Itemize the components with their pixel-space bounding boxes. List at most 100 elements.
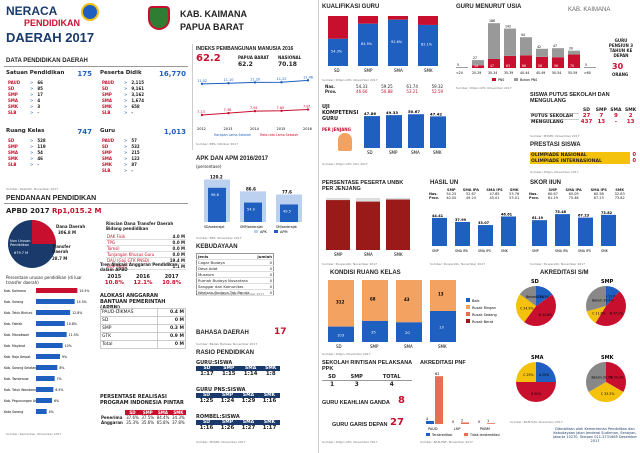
usia-value-pns: 63 — [506, 64, 510, 68]
data-pend-title: DATA PENDIDIKAN DAERAH — [6, 58, 88, 64]
rasio-pns-title: GURU PNS:SISWA — [196, 387, 246, 393]
alokasi-label: SD — [100, 316, 158, 325]
satuan-row-value: 17 — [37, 92, 43, 97]
peserta-row-label: SMP — [102, 92, 112, 97]
hasil-value: 37.99 — [455, 218, 467, 222]
real-col: SMA — [155, 410, 171, 415]
guru-row: PAUD >57 — [100, 138, 142, 144]
arrow: > — [124, 138, 128, 143]
usia-legend-non: Bukan PNS — [520, 78, 537, 82]
rasio-col: SMP — [217, 393, 238, 398]
rincian-row: Tunjangan Khusus Guru 0.0 M — [106, 251, 186, 258]
apk-value: 86.6 — [246, 186, 256, 191]
rasio-col: SMA — [239, 366, 262, 371]
kebud-label: Desa Adat — [196, 265, 255, 272]
unbk-bar — [386, 199, 410, 250]
akred-slice — [586, 306, 606, 323]
akred-slice-label: B 50% — [531, 392, 541, 396]
peserta-row-label: SLB — [102, 110, 111, 115]
arrow: > — [30, 80, 34, 85]
rasio-col: SMK — [259, 393, 280, 398]
akred-slice-label: A 11.8% — [605, 295, 618, 299]
hasil-table-nas-value: 54.25 — [446, 192, 457, 196]
data-pend-source: Sumber: Dapodik, November 2017 — [6, 187, 59, 191]
arrow: > — [30, 138, 34, 143]
guru-row-label: SMK — [102, 162, 112, 167]
ppk-col: TOTAL — [371, 374, 412, 381]
ipm-point — [306, 108, 310, 111]
usia-value-pns: 70 — [570, 64, 574, 68]
kual-value: 54.3% — [331, 49, 343, 53]
hasil-source: Sumber: Puspendik, November 2017 — [430, 262, 486, 266]
satuan-total: 175 — [77, 70, 92, 78]
pnf-cat: PKBM — [480, 427, 490, 431]
rasio-value: 1:14 — [243, 371, 258, 377]
usia-bar-nonpns — [520, 37, 532, 56]
region-name: KAB. KAIMANA — [180, 9, 247, 19]
putus-table: SD SMP SMA SMK PUTUS SEKOLAH 27 7 9 2 MENGULANG 43… — [530, 108, 638, 125]
apk-cat: SM/sederajat — [276, 225, 298, 229]
arrow: > — [124, 162, 128, 167]
akred-slice — [516, 382, 556, 402]
akred-slice — [516, 362, 536, 382]
unbk-cat: SMP — [334, 252, 343, 257]
usia-bar-nonpns — [552, 48, 564, 58]
title-line1: NERACA — [6, 4, 58, 18]
kondisi-legend-swatch — [466, 312, 470, 316]
rincian-value: 0.0 M — [165, 245, 186, 252]
usia-cat: 50-54 — [552, 71, 561, 75]
rasio-value: 1:17 — [262, 425, 277, 431]
urusan-bar — [36, 365, 58, 370]
rasio-value: 1:29 — [241, 398, 256, 404]
kondisi-legend-swatch — [466, 298, 470, 302]
usia-bar-pns — [520, 55, 532, 68]
guru-label: Guru — [100, 128, 116, 134]
urusan-value: 12.8% — [72, 311, 82, 315]
rasio-col: SMP — [217, 420, 238, 425]
satuan-row-label: SLB — [8, 110, 17, 115]
title-line2: PENDIDIKAN — [24, 18, 81, 28]
kondisi-legend-swatch — [466, 319, 470, 323]
rasio-col: SMA — [238, 420, 259, 425]
satuan-row: PAUD >66 — [6, 80, 45, 86]
hasil-table-head: SMP SMA IPA SMA IPS SMK — [428, 188, 522, 192]
tren-value: 12.1% — [133, 280, 153, 286]
skor-cat: SMA IPA — [555, 249, 569, 253]
rasio-col: SMA — [238, 393, 259, 398]
ipm-line-chart: 11.02 11.10 11.20 11.22 11.46 7.13 7.36 7.61 7.6… — [197, 75, 313, 137]
skor-bar — [555, 214, 570, 246]
unbk-source: Sumber: Puspendik, November 2017 — [322, 262, 378, 266]
ruang-row: SLB > - — [6, 162, 48, 168]
rincian-value: 4.0 M — [165, 234, 186, 240]
rasio-value: 1:27 — [241, 425, 256, 431]
kebud-value: 0 — [254, 259, 274, 266]
arrow: > — [124, 144, 128, 149]
peserta-row-value: 2,115 — [131, 80, 145, 85]
guru-row-label: SD — [102, 144, 109, 149]
kondisi-bar-rusak — [430, 280, 456, 311]
akred-slice — [586, 362, 606, 392]
tren-title: Tren Alokasi Anggaran Pendidikan dalam A… — [100, 262, 178, 272]
kemendikbud-logo-icon — [81, 3, 99, 21]
ukg-value: 49.33 — [386, 110, 398, 115]
kondisi-cat: SMK — [438, 344, 447, 349]
skor-bar-chart: 61.19 SMP 75.48 SMA IPA 67.23 SMA IPS 73.82 SMK — [532, 210, 616, 253]
guru-row: SD >532 — [100, 144, 142, 150]
peserta-row-value: 9,161 — [131, 86, 145, 91]
rincian-row: DAU (Gaji GTK PNSD) 19.4 M — [106, 257, 186, 264]
ruang-row: SMP >119 — [6, 144, 48, 150]
prestasi-title: PRESTASI SISWA — [530, 142, 581, 148]
hasil-table-col: SMP — [447, 188, 456, 192]
real-label: Anggaran — [101, 420, 123, 425]
kual-cat: SMP — [364, 68, 373, 73]
garis-value: 27 — [390, 417, 404, 428]
kondisi-value-baik: 20 — [405, 330, 410, 335]
ukg-cat: SMP — [389, 150, 398, 155]
pensiun-title: GURU PENSIUN 3 TAHUN KE DEPAN — [608, 38, 634, 58]
arrow: > — [124, 86, 128, 91]
kondisi-value-baik: 35 — [371, 329, 376, 334]
skor-table-prov-value: 67.23 — [593, 196, 604, 200]
akred-pie-title: SMP — [601, 279, 614, 285]
usia-bar-pns — [552, 57, 564, 68]
skor-value: 75.48 — [555, 210, 567, 214]
